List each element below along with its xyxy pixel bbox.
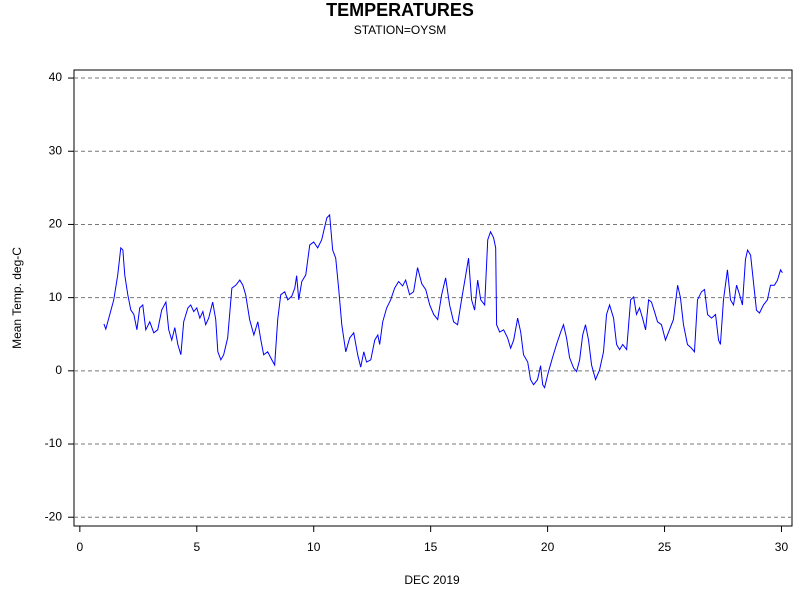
x-tick-label: 20 <box>541 540 555 554</box>
y-tick-label: -20 <box>45 509 63 523</box>
y-tick-label: 20 <box>49 217 63 231</box>
x-tick-label: 30 <box>775 540 789 554</box>
y-tick-label: -10 <box>45 436 63 450</box>
y-tick-label: 30 <box>49 143 63 157</box>
y-tick-label: 0 <box>55 363 62 377</box>
x-tick-label: 25 <box>658 540 672 554</box>
chart-title: TEMPERATURES <box>326 0 474 20</box>
x-tick-label: 10 <box>307 540 321 554</box>
x-axis-label: DEC 2019 <box>404 573 460 587</box>
x-tick-label: 15 <box>424 540 438 554</box>
y-axis-label: Mean Temp. deg-C <box>10 247 24 349</box>
data-line <box>103 213 783 389</box>
chart-subtitle: STATION=OYSM <box>354 23 447 37</box>
y-tick-label: 40 <box>49 70 63 84</box>
y-tick-label: 10 <box>49 290 63 304</box>
x-tick-label: 5 <box>193 540 200 554</box>
x-tick-label: 0 <box>77 540 84 554</box>
